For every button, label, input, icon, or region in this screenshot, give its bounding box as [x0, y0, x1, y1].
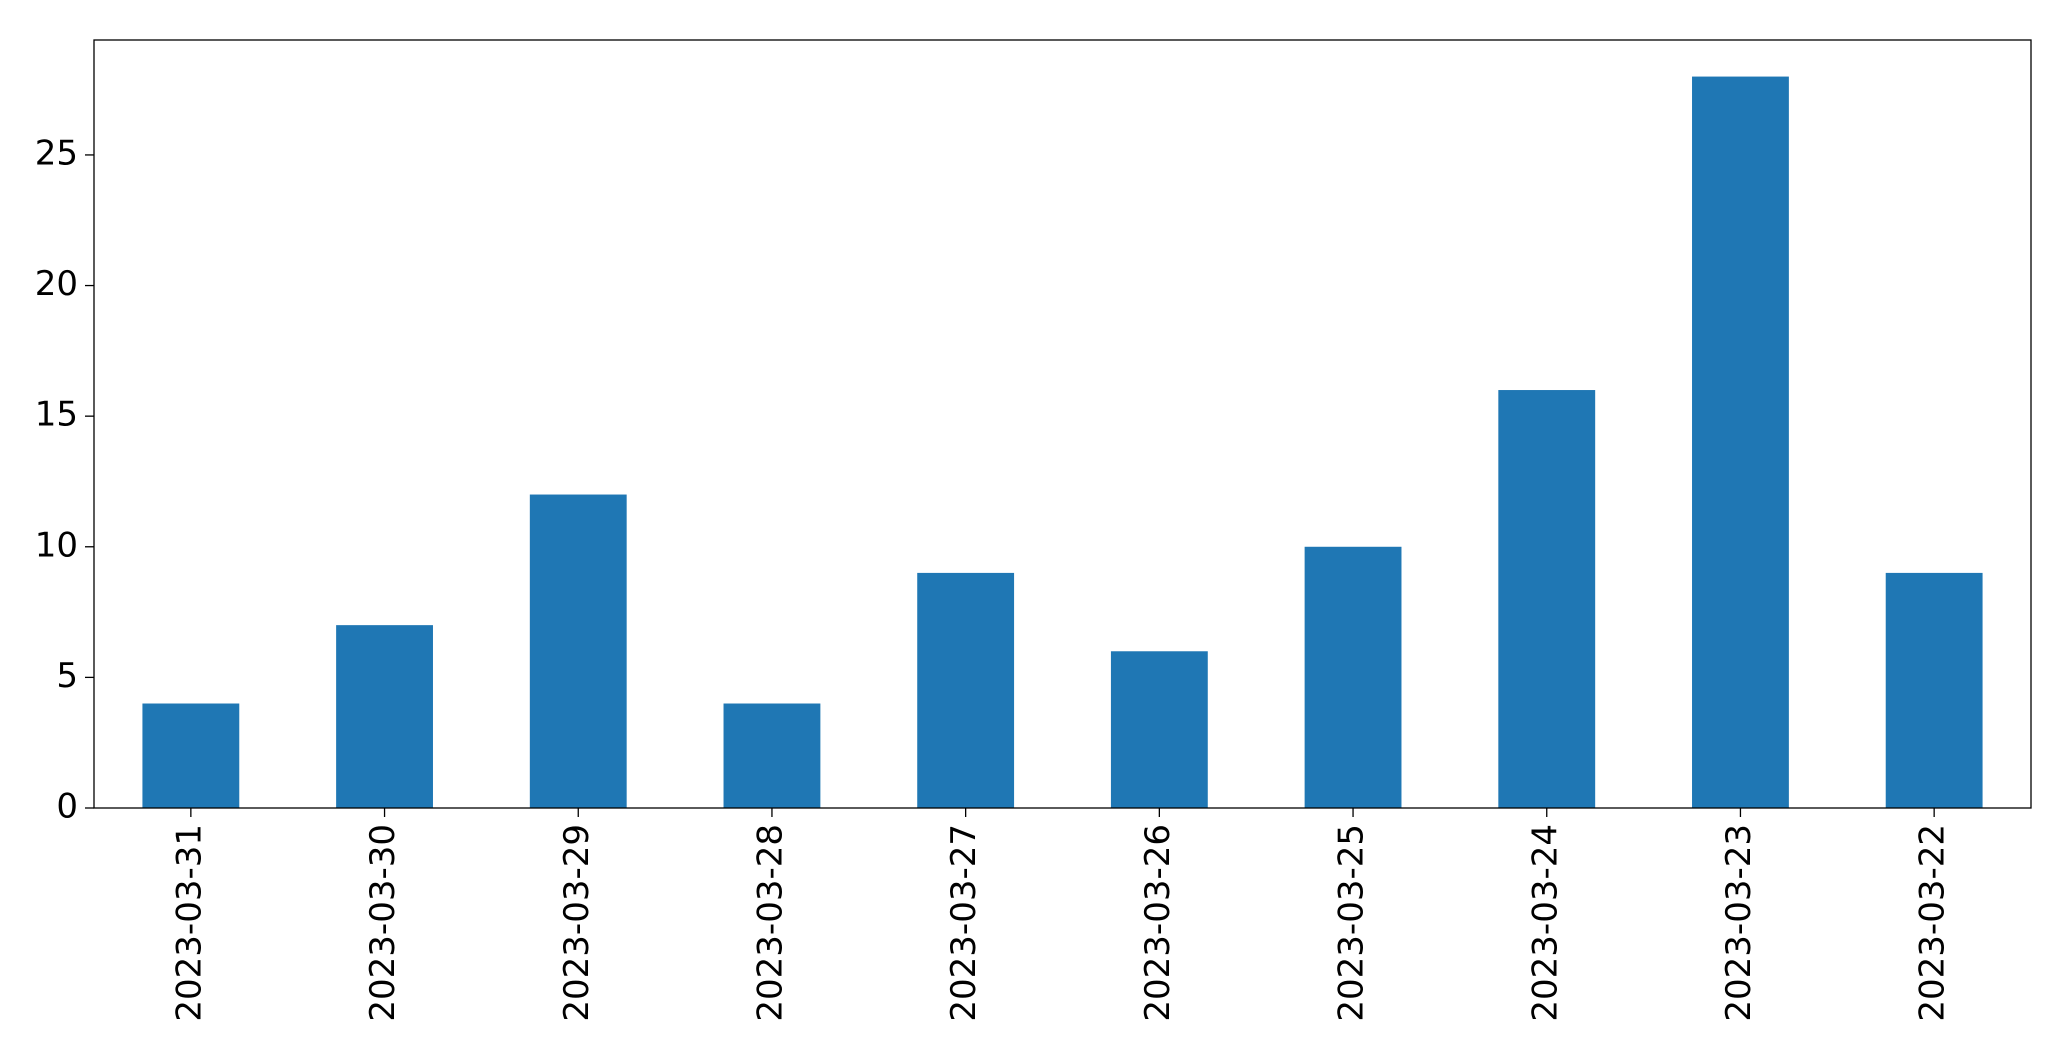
x-tick-label: 2023-03-27 [944, 824, 984, 1022]
x-tick-label: 2023-03-23 [1719, 824, 1759, 1022]
x-tick-label: 2023-03-22 [1913, 824, 1953, 1022]
bar [336, 625, 433, 808]
x-tick-label: 2023-03-25 [1332, 824, 1372, 1022]
bar [917, 572, 1015, 808]
x-tick-label: 2023-03-30 [363, 824, 403, 1022]
y-tick-label: 20 [35, 264, 78, 304]
bar [1692, 76, 1789, 809]
bar [1304, 546, 1402, 808]
bar [142, 703, 240, 808]
y-tick-label: 25 [35, 133, 78, 173]
bar [529, 494, 627, 808]
plot-frame [93, 39, 2032, 809]
bar [1885, 572, 1983, 808]
x-tick-label: 2023-03-26 [1138, 824, 1178, 1022]
x-tick-label: 2023-03-31 [169, 824, 209, 1022]
y-tick-label: 5 [56, 656, 78, 696]
x-tick-label: 2023-03-24 [1525, 824, 1565, 1022]
plot-marks [142, 76, 1983, 809]
bar [1498, 390, 1596, 808]
bar [1110, 651, 1208, 808]
y-tick-label: 15 [35, 395, 78, 435]
y-tick-label: 0 [56, 787, 78, 827]
y-tick-label: 10 [35, 525, 78, 565]
bar [723, 703, 821, 808]
x-tick-label: 2023-03-29 [557, 824, 597, 1022]
x-tick-label: 2023-03-28 [750, 824, 790, 1022]
